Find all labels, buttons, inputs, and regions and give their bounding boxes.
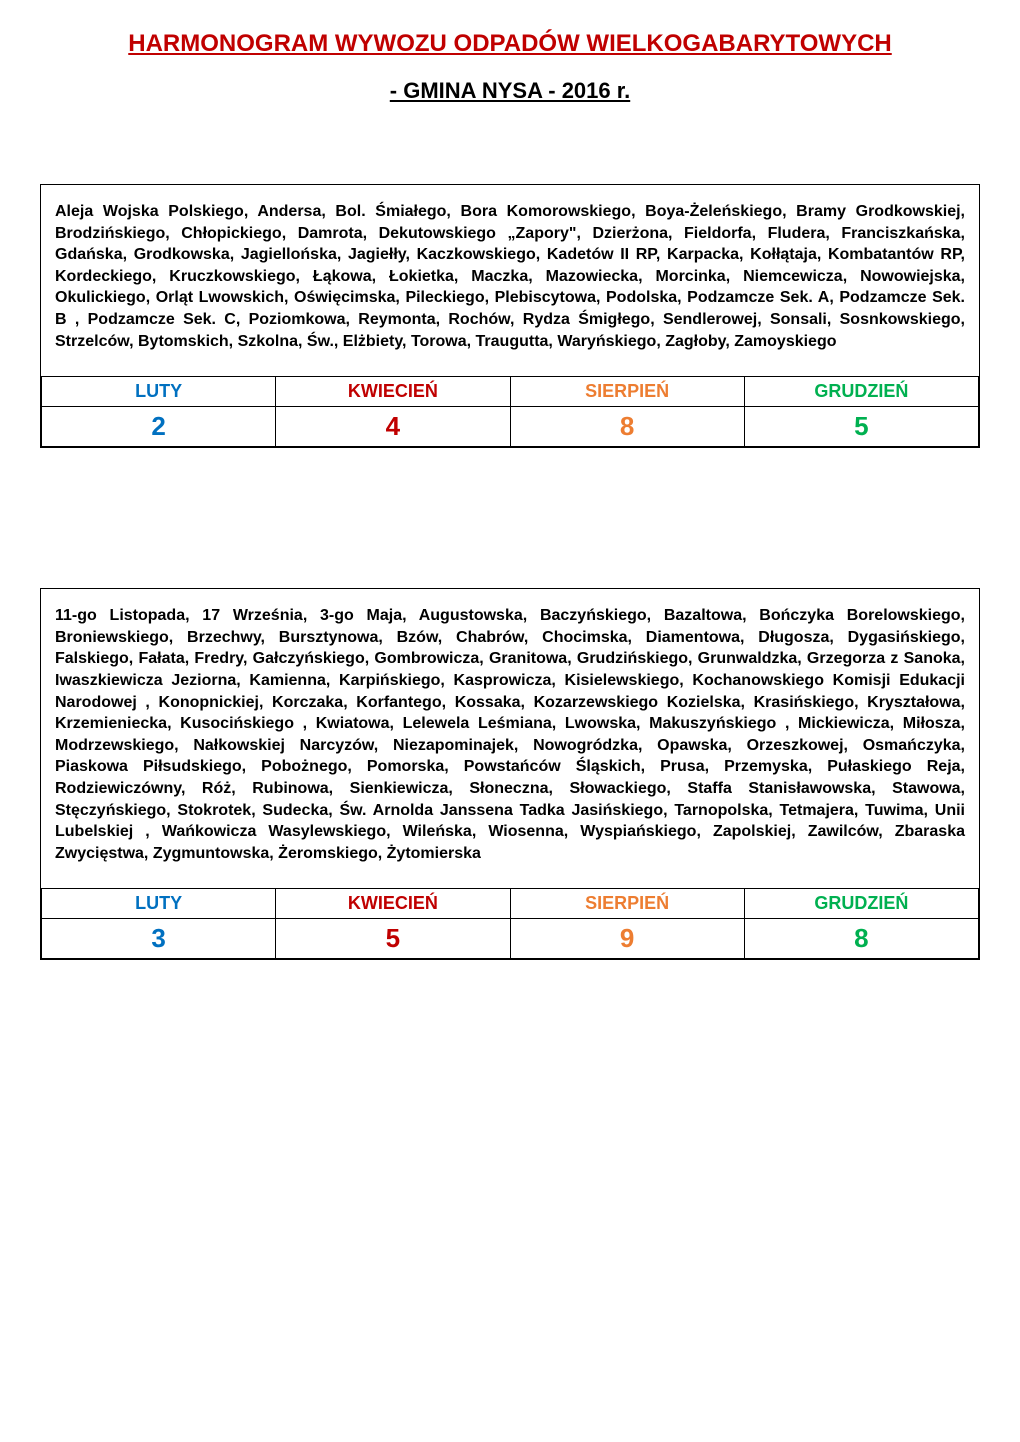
col-header-kwiecien: KWIECIEŃ xyxy=(276,377,510,407)
col-header-grudzien: GRUDZIEŃ xyxy=(744,377,978,407)
col-header-kwiecien: KWIECIEŃ xyxy=(276,889,510,919)
col-header-sierpien: SIERPIEŃ xyxy=(510,377,744,407)
value-grudzien: 5 xyxy=(744,407,978,447)
col-header-luty: LUTY xyxy=(42,377,276,407)
value-luty: 2 xyxy=(42,407,276,447)
col-header-luty: LUTY xyxy=(42,889,276,919)
page-title-main: HARMONOGRAM WYWOZU ODPADÓW WIELKOGABARYT… xyxy=(40,30,980,58)
schedule-section-2: 11-go Listopada, 17 Września, 3-go Maja,… xyxy=(40,588,980,960)
value-kwiecien: 5 xyxy=(276,919,510,959)
col-header-grudzien: GRUDZIEŃ xyxy=(744,889,978,919)
value-kwiecien: 4 xyxy=(276,407,510,447)
page-title-sub: - GMINA NYSA - 2016 r. xyxy=(40,78,980,104)
value-sierpien: 9 xyxy=(510,919,744,959)
table-header-row: LUTY KWIECIEŃ SIERPIEŃ GRUDZIEŃ xyxy=(42,377,979,407)
streets-block: 11-go Listopada, 17 Września, 3-go Maja,… xyxy=(41,589,979,888)
col-header-sierpien: SIERPIEŃ xyxy=(510,889,744,919)
schedule-section-1: Aleja Wojska Polskiego, Andersa, Bol. Śm… xyxy=(40,184,980,448)
schedule-table: LUTY KWIECIEŃ SIERPIEŃ GRUDZIEŃ 2 4 8 5 xyxy=(41,376,979,447)
value-luty: 3 xyxy=(42,919,276,959)
schedule-table: LUTY KWIECIEŃ SIERPIEŃ GRUDZIEŃ 3 5 9 8 xyxy=(41,888,979,959)
table-header-row: LUTY KWIECIEŃ SIERPIEŃ GRUDZIEŃ xyxy=(42,889,979,919)
value-grudzien: 8 xyxy=(744,919,978,959)
table-row: 3 5 9 8 xyxy=(42,919,979,959)
streets-block: Aleja Wojska Polskiego, Andersa, Bol. Śm… xyxy=(41,185,979,376)
value-sierpien: 8 xyxy=(510,407,744,447)
table-row: 2 4 8 5 xyxy=(42,407,979,447)
